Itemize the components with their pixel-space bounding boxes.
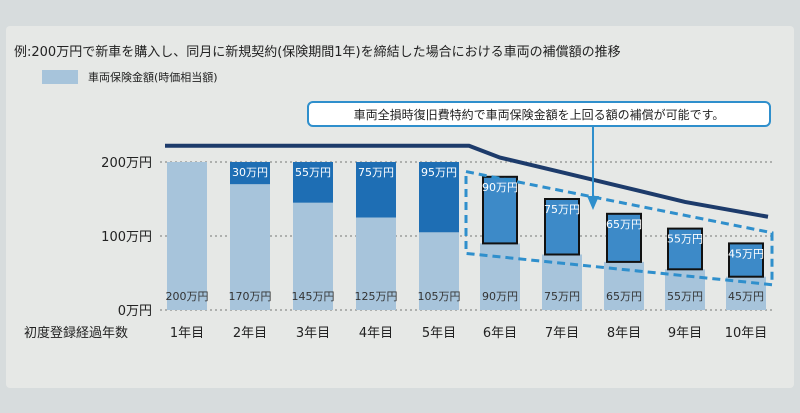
callout-box: 車両全損時復旧費特約で車両保険金額を上回る額の補償が可能です。 bbox=[307, 101, 771, 127]
x-axis-title: 初度登録経過年数 bbox=[24, 325, 128, 341]
chart-title: 例:200万円で新車を購入し、同月に新規契約(保険期間1年)を締結した場合におけ… bbox=[14, 45, 621, 60]
special-region-outline bbox=[464, 169, 774, 287]
extra-value-label: 65万円 bbox=[606, 218, 642, 231]
x-tick-label: 10年目 bbox=[725, 326, 768, 341]
x-tick-label: 1年目 bbox=[170, 326, 204, 341]
extra-compensation-bar bbox=[419, 162, 459, 233]
base-bar bbox=[665, 269, 705, 310]
x-tick-label: 7年目 bbox=[545, 326, 579, 341]
callout-arrow-head bbox=[587, 196, 599, 210]
extra-value-label: 55万円 bbox=[295, 166, 331, 179]
base-value-label: 65万円 bbox=[606, 290, 642, 303]
base-bar bbox=[167, 162, 207, 310]
special-compensation-bar bbox=[667, 227, 703, 271]
base-value-label: 200万円 bbox=[166, 290, 209, 303]
extra-value-label: 75万円 bbox=[358, 166, 394, 179]
x-tick-label: 4年目 bbox=[359, 326, 393, 341]
special-compensation-bar bbox=[606, 212, 642, 263]
base-value-label: 145万円 bbox=[292, 290, 335, 303]
extra-compensation-bar bbox=[230, 162, 270, 185]
compensation-line bbox=[165, 143, 769, 219]
x-tick-label: 9年目 bbox=[668, 326, 702, 341]
extra-compensation-bar bbox=[293, 162, 333, 203]
x-tick-label: 8年目 bbox=[607, 326, 641, 341]
base-bar bbox=[356, 217, 396, 310]
base-value-label: 45万円 bbox=[728, 290, 764, 303]
x-tick-label: 5年目 bbox=[422, 326, 456, 341]
x-tick-label: 2年目 bbox=[233, 326, 267, 341]
special-compensation-bar bbox=[482, 175, 518, 245]
base-bar bbox=[419, 232, 459, 310]
special-compensation-bar bbox=[544, 198, 580, 256]
extra-value-label: 95万円 bbox=[421, 166, 457, 179]
x-tick-label: 6年目 bbox=[483, 326, 517, 341]
extra-value-label: 55万円 bbox=[667, 233, 703, 246]
legend-swatch bbox=[42, 70, 78, 84]
base-bar bbox=[293, 202, 333, 310]
y-tick-label: 200万円 bbox=[101, 156, 152, 171]
extra-value-label: 90万円 bbox=[482, 181, 518, 194]
y-tick-label: 100万円 bbox=[101, 230, 152, 245]
extra-compensation-bar bbox=[356, 162, 396, 218]
base-value-label: 170万円 bbox=[229, 290, 272, 303]
legend: 車両保険金額(時価相当額) bbox=[42, 69, 218, 85]
base-value-label: 75万円 bbox=[544, 290, 580, 303]
special-compensation-bar bbox=[728, 242, 764, 278]
extra-value-label: 30万円 bbox=[232, 166, 268, 179]
base-value-label: 90万円 bbox=[482, 290, 518, 303]
base-bar bbox=[230, 184, 270, 310]
base-value-label: 55万円 bbox=[667, 290, 703, 303]
base-value-label: 105万円 bbox=[418, 290, 461, 303]
chart-panel bbox=[6, 26, 794, 388]
base-value-label: 125万円 bbox=[355, 290, 398, 303]
x-tick-label: 3年目 bbox=[296, 326, 330, 341]
legend-label: 車両保険金額(時価相当額) bbox=[88, 71, 218, 84]
extra-value-label: 45万円 bbox=[728, 247, 764, 260]
extra-value-label: 75万円 bbox=[544, 203, 580, 216]
y-tick-label: 0万円 bbox=[118, 304, 152, 319]
